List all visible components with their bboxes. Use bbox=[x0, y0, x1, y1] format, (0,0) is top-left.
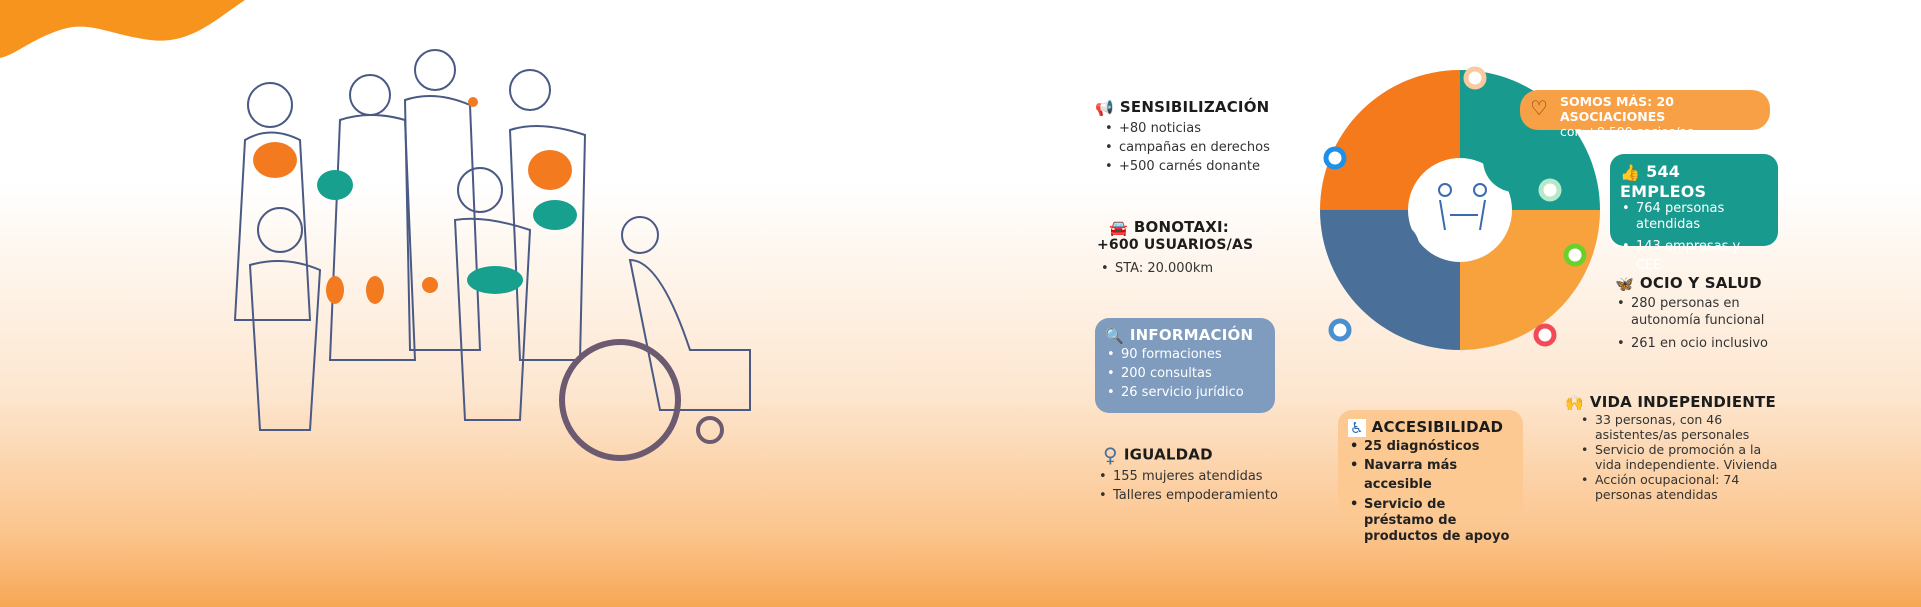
accesibilidad-box: ♿ACCESIBILIDAD 25 diagnósticosNavarra má… bbox=[1338, 410, 1523, 544]
list-item: 90 formaciones bbox=[1105, 345, 1265, 364]
list-item: 764 personas atendidas bbox=[1620, 201, 1768, 233]
puzzle-circle bbox=[1320, 66, 1600, 350]
list-item: 25 diagnósticos bbox=[1348, 437, 1513, 456]
list-item: 280 personas en autonomía funcional bbox=[1615, 295, 1795, 329]
somos-mas-banner: ♡ SOMOS MÁS: 20 ASOCIACIONES con +8.500 … bbox=[1520, 90, 1770, 139]
woman-head bbox=[247, 82, 293, 128]
empleos-box: 👍544 EMPLEOS 764 personas atendidas143 e… bbox=[1610, 154, 1778, 273]
bonotaxi-section: 🚘BONOTAXI: +600 USUARIOS/AS STA: 20.000k… bbox=[1097, 218, 1253, 278]
meeting-icon bbox=[1438, 183, 1487, 231]
list-item: Talleres empoderamiento bbox=[1097, 486, 1278, 505]
female-symbol-icon: ♀ bbox=[1103, 443, 1118, 467]
wheelchair-icon: ♿ bbox=[1348, 418, 1366, 437]
informacion-box: 🔍INFORMACIÓN 90 formaciones200 consultas… bbox=[1095, 318, 1275, 413]
heart-icon: ♡ bbox=[1530, 96, 1548, 120]
list-item: +80 noticias bbox=[1103, 119, 1270, 138]
list-item: 33 personas, con 46 asistentes/as person… bbox=[1579, 412, 1785, 442]
ocio-section: 🦋OCIO Y SALUD 280 personas en autonomía … bbox=[1615, 274, 1795, 353]
list-item: Navarra más accesible bbox=[1348, 456, 1513, 494]
list-item: 143 empresas y CEE bbox=[1620, 237, 1768, 275]
people-illustration bbox=[233, 49, 751, 461]
sensibilizacion-section: 📢SENSIBILIZACIÓN +80 noticiascampañas en… bbox=[1095, 98, 1270, 176]
person-icon: 🙌 bbox=[1565, 393, 1584, 412]
list-item: Servicio de préstamo de productos de apo… bbox=[1348, 497, 1513, 545]
list-item: STA: 20.000km bbox=[1099, 259, 1253, 278]
magnifier-icon: 🔍 bbox=[1105, 326, 1124, 345]
orange-wave-decoration bbox=[0, 0, 245, 58]
list-item: 200 consultas bbox=[1105, 364, 1265, 383]
megaphone-icon: 📢 bbox=[1095, 98, 1114, 117]
vida-independiente-section: 🙌VIDA INDEPENDIENTE 33 personas, con 46 … bbox=[1565, 393, 1785, 502]
list-item: 26 servicio jurídico bbox=[1105, 383, 1265, 402]
list-item: Servicio de promoción a la vida independ… bbox=[1579, 442, 1785, 472]
list-item: 155 mujeres atendidas bbox=[1097, 467, 1278, 486]
car-icon: 🚘 bbox=[1109, 218, 1128, 237]
list-item: Acción ocupacional: 74 personas atendida… bbox=[1579, 472, 1785, 502]
wheelchair-wheel bbox=[559, 339, 681, 461]
list-item: 261 en ocio inclusivo bbox=[1615, 334, 1795, 353]
thumbs-up-icon: 👍 bbox=[1620, 163, 1641, 182]
list-item: campañas en derechos bbox=[1103, 138, 1270, 157]
igualdad-section: ♀IGUALDAD 155 mujeres atendidasTalleres … bbox=[1097, 443, 1278, 505]
butterfly-icon: 🦋 bbox=[1615, 274, 1634, 293]
list-item: +500 carnés donante bbox=[1103, 157, 1270, 176]
